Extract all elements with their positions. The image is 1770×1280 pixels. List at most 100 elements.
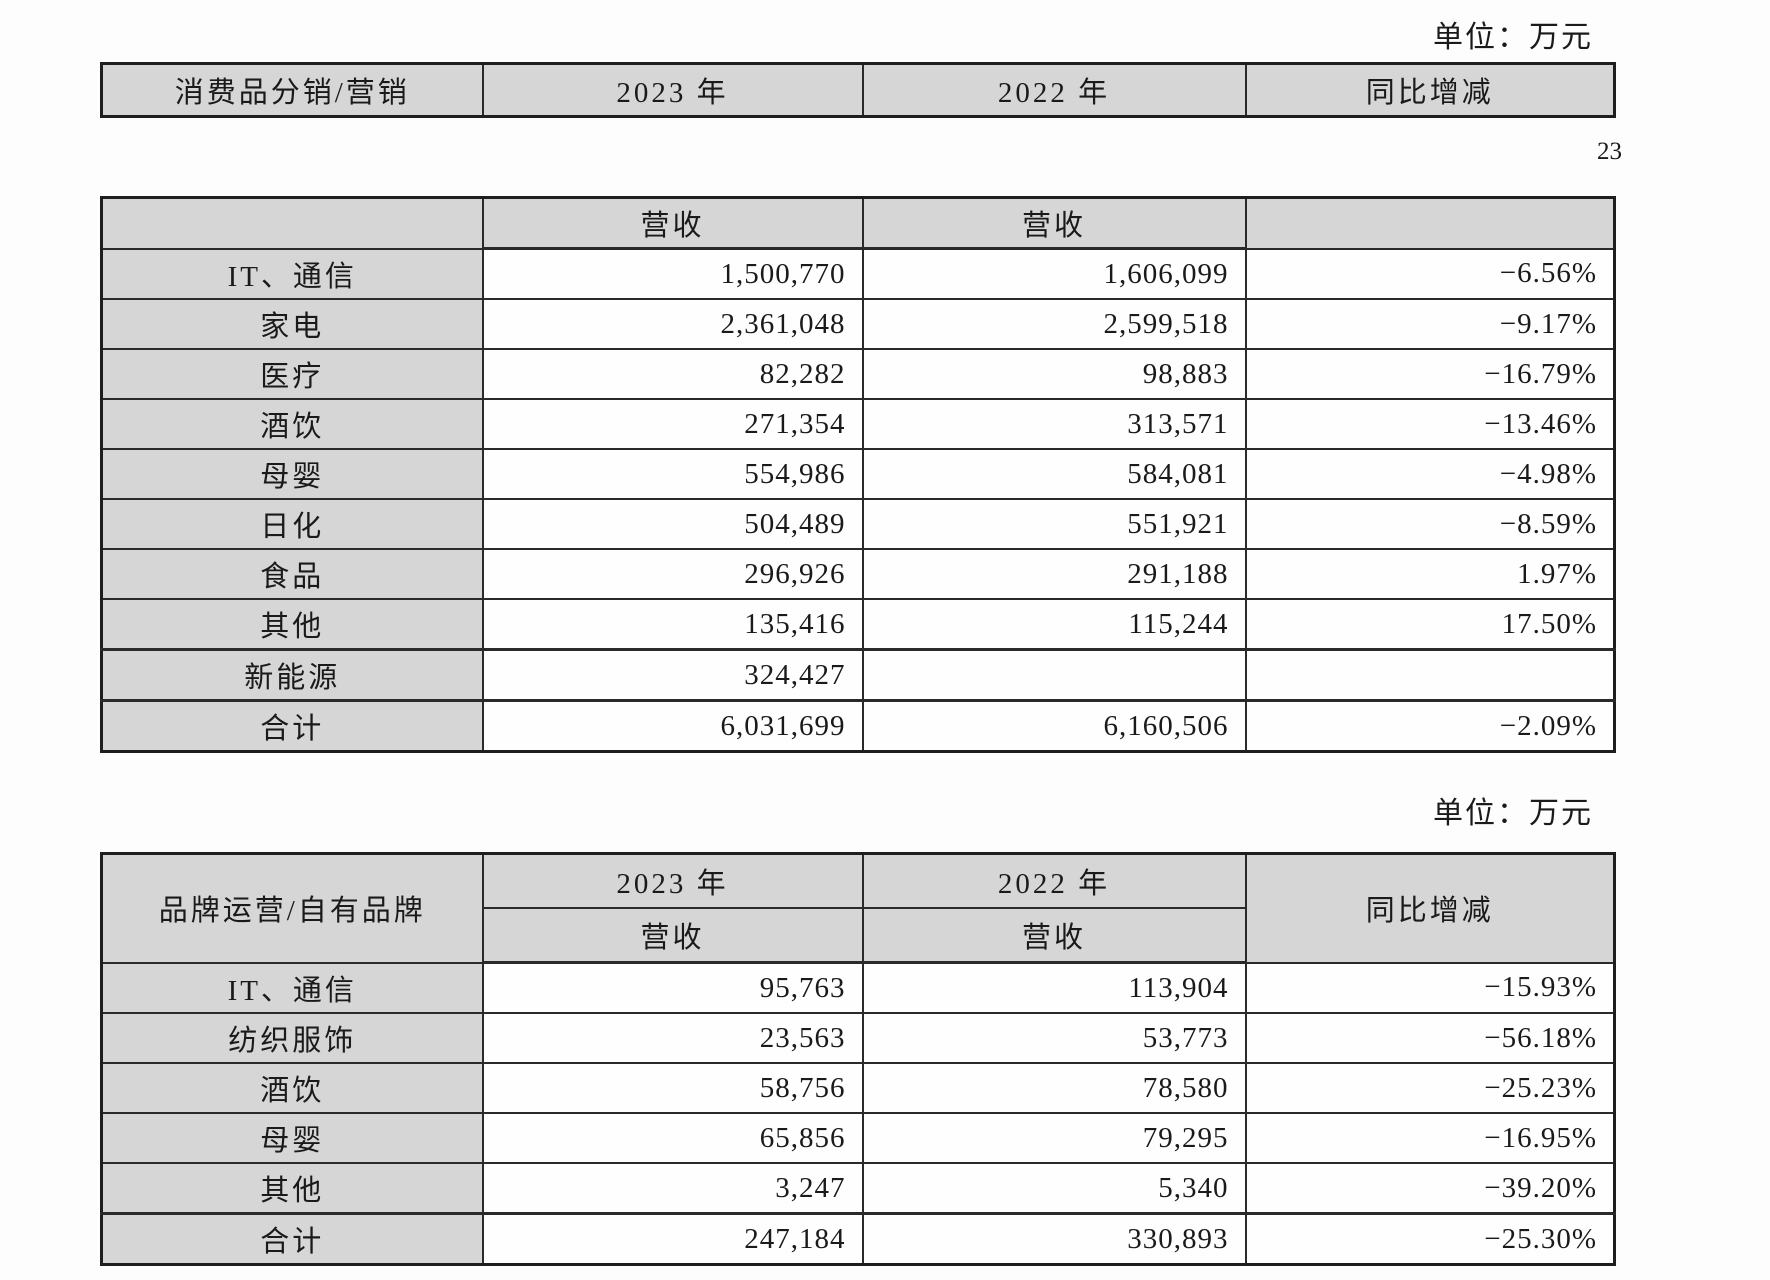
table-row: 食品 296,926 291,188 1.97% xyxy=(100,548,1616,600)
table-row: 酒饮 58,756 78,580 −25.23% xyxy=(100,1062,1616,1114)
value-2022: 6,160,506 xyxy=(861,699,1247,753)
row-label: 食品 xyxy=(100,548,484,600)
value-2023: 554,986 xyxy=(481,448,864,500)
unit-label-bottom: 单位：万元 xyxy=(1433,797,1593,830)
value-2023: 23,563 xyxy=(481,1012,864,1064)
value-2022: 79,295 xyxy=(861,1112,1247,1164)
value-2022: 584,081 xyxy=(861,448,1247,500)
table2-title-cell: 品牌运营/自有品牌 xyxy=(100,852,484,964)
value-2023: 135,416 xyxy=(481,598,864,651)
value-2022: 330,893 xyxy=(861,1212,1247,1266)
row-label: 母婴 xyxy=(100,448,484,500)
value-2022 xyxy=(861,648,1247,702)
value-2023: 296,926 xyxy=(481,548,864,600)
row-label: 合计 xyxy=(100,699,484,753)
value-2023: 58,756 xyxy=(481,1062,864,1114)
table1-subheader-empty-right xyxy=(1244,196,1616,250)
row-label: 酒饮 xyxy=(100,1062,484,1114)
brand-operation-table: 品牌运营/自有品牌 2023 年 2022 年 同比增减 营收 营收 IT、通信… xyxy=(100,852,1616,1266)
value-2023: 324,427 xyxy=(481,648,864,702)
value-2023: 2,361,048 xyxy=(481,298,864,350)
value-2023: 1,500,770 xyxy=(481,247,864,300)
yoy-change: −25.30% xyxy=(1244,1212,1616,1266)
value-2022: 78,580 xyxy=(861,1062,1247,1114)
table2-change-header: 同比增减 xyxy=(1244,852,1616,964)
consumer-distribution-table-header: 消费品分销/营销 2023 年 2022 年 同比增减 xyxy=(100,62,1616,118)
value-2023: 3,247 xyxy=(481,1162,864,1215)
row-label: 日化 xyxy=(100,498,484,550)
value-2022: 113,904 xyxy=(861,961,1247,1014)
yoy-change: −15.93% xyxy=(1244,961,1616,1014)
yoy-change: −8.59% xyxy=(1244,498,1616,550)
yoy-change: −56.18% xyxy=(1244,1012,1616,1064)
table2-year-2023-header: 2023 年 xyxy=(481,852,864,909)
yoy-change xyxy=(1244,648,1616,702)
row-label: 合计 xyxy=(100,1212,484,1266)
row-label: IT、通信 xyxy=(100,247,484,300)
unit-label-top: 单位：万元 xyxy=(1433,21,1593,54)
yoy-change: 17.50% xyxy=(1244,598,1616,651)
table1-revenue-2022-header: 营收 xyxy=(861,196,1247,250)
table-row: IT、通信 1,500,770 1,606,099 −6.56% xyxy=(100,247,1616,300)
value-2022: 53,773 xyxy=(861,1012,1247,1064)
row-label: 酒饮 xyxy=(100,398,484,450)
table-row: 母婴 65,856 79,295 −16.95% xyxy=(100,1112,1616,1164)
value-2022: 1,606,099 xyxy=(861,247,1247,300)
value-2022: 115,244 xyxy=(861,598,1247,651)
value-2023: 82,282 xyxy=(481,348,864,400)
table-row: 其他 135,416 115,244 17.50% xyxy=(100,598,1616,651)
yoy-change: −9.17% xyxy=(1244,298,1616,350)
consumer-distribution-table: 营收 营收 IT、通信 1,500,770 1,606,099 −6.56% 家… xyxy=(100,196,1616,753)
yoy-change: −6.56% xyxy=(1244,247,1616,300)
table-row: 酒饮 271,354 313,571 −13.46% xyxy=(100,398,1616,450)
table-row: 日化 504,489 551,921 −8.59% xyxy=(100,498,1616,550)
value-2022: 551,921 xyxy=(861,498,1247,550)
table-row: 纺织服饰 23,563 53,773 −56.18% xyxy=(100,1012,1616,1064)
row-label: IT、通信 xyxy=(100,961,484,1014)
row-label: 纺织服饰 xyxy=(100,1012,484,1064)
value-2023: 271,354 xyxy=(481,398,864,450)
yoy-change: 1.97% xyxy=(1244,548,1616,600)
value-2023: 504,489 xyxy=(481,498,864,550)
value-2022: 5,340 xyxy=(861,1162,1247,1215)
yoy-change: −13.46% xyxy=(1244,398,1616,450)
value-2023: 65,856 xyxy=(481,1112,864,1164)
value-2023: 6,031,699 xyxy=(481,699,864,753)
row-label: 新能源 xyxy=(100,648,484,702)
table1-subheader-empty-left xyxy=(100,196,484,250)
yoy-change: −16.95% xyxy=(1244,1112,1616,1164)
row-label: 医疗 xyxy=(100,348,484,400)
yoy-change: −2.09% xyxy=(1244,699,1616,753)
table1-revenue-2023-header: 营收 xyxy=(481,196,864,250)
value-2022: 2,599,518 xyxy=(861,298,1247,350)
value-2023: 95,763 xyxy=(481,961,864,1014)
row-label: 母婴 xyxy=(100,1112,484,1164)
table1-change-header: 同比增减 xyxy=(1244,62,1616,118)
table-row: 新能源 324,427 xyxy=(100,648,1616,702)
row-label: 其他 xyxy=(100,598,484,651)
table-row: 家电 2,361,048 2,599,518 −9.17% xyxy=(100,298,1616,350)
table-row: 合计 6,031,699 6,160,506 −2.09% xyxy=(100,699,1616,753)
table-row: 合计 247,184 330,893 −25.30% xyxy=(100,1212,1616,1266)
yoy-change: −16.79% xyxy=(1244,348,1616,400)
value-2022: 313,571 xyxy=(861,398,1247,450)
value-2022: 98,883 xyxy=(861,348,1247,400)
yoy-change: −25.23% xyxy=(1244,1062,1616,1114)
table-row: 其他 3,247 5,340 −39.20% xyxy=(100,1162,1616,1215)
value-2022: 291,188 xyxy=(861,548,1247,600)
yoy-change: −4.98% xyxy=(1244,448,1616,500)
table-row: 医疗 82,282 98,883 −16.79% xyxy=(100,348,1616,400)
row-label: 家电 xyxy=(100,298,484,350)
row-label: 其他 xyxy=(100,1162,484,1215)
table1-year-2022-header: 2022 年 xyxy=(861,62,1247,118)
table2-revenue-2022-header: 营收 xyxy=(861,907,1247,964)
value-2023: 247,184 xyxy=(481,1212,864,1266)
table-row: 母婴 554,986 584,081 −4.98% xyxy=(100,448,1616,500)
table2-year-2022-header: 2022 年 xyxy=(861,852,1247,909)
table-row: IT、通信 95,763 113,904 −15.93% xyxy=(100,961,1616,1014)
page-number: 23 xyxy=(1597,138,1622,165)
yoy-change: −39.20% xyxy=(1244,1162,1616,1215)
table2-revenue-2023-header: 营收 xyxy=(481,907,864,964)
table1-title-cell: 消费品分销/营销 xyxy=(100,62,484,118)
